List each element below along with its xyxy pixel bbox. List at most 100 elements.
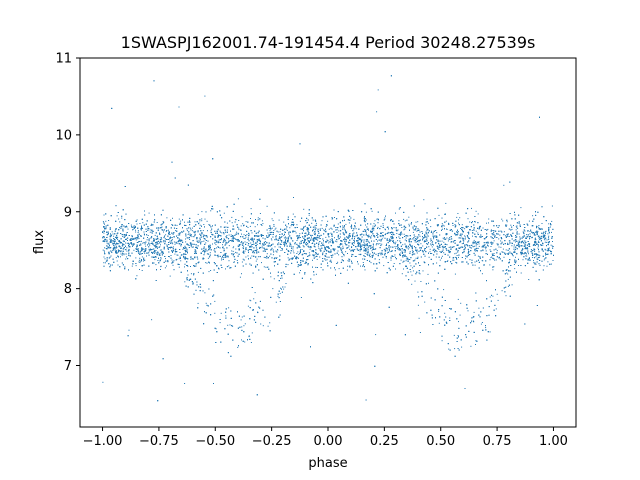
scatter-point — [228, 234, 230, 236]
scatter-point — [148, 212, 150, 214]
scatter-point — [460, 246, 462, 248]
scatter-point — [233, 261, 235, 263]
scatter-point — [127, 228, 129, 230]
scatter-point — [337, 261, 339, 263]
scatter-point — [380, 245, 382, 247]
scatter-point — [111, 231, 113, 233]
scatter-point — [478, 245, 480, 247]
scatter-point — [140, 235, 141, 237]
scatter-point — [199, 219, 201, 220]
scatter-point — [265, 241, 267, 242]
scatter-point — [539, 239, 541, 240]
scatter-point — [140, 249, 142, 251]
scatter-point — [431, 230, 432, 232]
scatter-point — [182, 231, 184, 233]
scatter-point — [436, 251, 438, 253]
scatter-point — [184, 253, 186, 255]
scatter-point — [400, 259, 402, 261]
scatter-point — [206, 262, 208, 264]
scatter-point — [446, 237, 448, 239]
scatter-point — [345, 223, 347, 225]
scatter-point — [134, 227, 136, 229]
scatter-point — [163, 240, 165, 242]
scatter-point — [503, 256, 505, 258]
scatter-point — [187, 265, 188, 266]
scatter-point — [262, 247, 264, 249]
scatter-point — [477, 247, 479, 249]
scatter-point — [500, 246, 502, 248]
scatter-point — [374, 226, 376, 227]
scatter-point — [178, 243, 180, 245]
scatter-point — [253, 298, 255, 300]
scatter-point — [442, 237, 444, 239]
scatter-point — [552, 241, 553, 242]
scatter-point — [419, 273, 421, 275]
scatter-point — [345, 244, 347, 246]
scatter-point — [241, 339, 242, 341]
scatter-point — [446, 229, 448, 230]
scatter-point — [413, 239, 415, 241]
scatter-point — [278, 219, 280, 221]
scatter-point — [498, 246, 500, 248]
scatter-point — [505, 235, 506, 237]
scatter-point — [106, 242, 108, 244]
scatter-point — [341, 240, 343, 242]
scatter-point — [226, 229, 228, 231]
scatter-point — [334, 217, 335, 218]
scatter-point — [469, 221, 471, 223]
scatter-point — [360, 238, 362, 240]
scatter-point — [184, 383, 186, 384]
scatter-point — [475, 230, 477, 232]
scatter-point — [396, 248, 398, 250]
scatter-point — [104, 223, 105, 225]
scatter-point — [299, 243, 301, 245]
scatter-point — [537, 241, 539, 243]
scatter-point — [306, 229, 308, 231]
scatter-point — [394, 246, 396, 248]
scatter-point — [171, 224, 173, 226]
scatter-point — [190, 246, 192, 248]
scatter-point — [214, 250, 216, 252]
scatter-point — [275, 235, 277, 237]
scatter-point — [498, 238, 500, 240]
scatter-point — [416, 252, 418, 254]
scatter-point — [135, 231, 137, 233]
scatter-point — [485, 237, 487, 239]
scatter-point — [359, 243, 361, 245]
scatter-point — [126, 250, 128, 252]
scatter-point — [314, 225, 316, 227]
scatter-point — [178, 258, 180, 260]
scatter-point — [186, 257, 188, 259]
scatter-point — [336, 239, 338, 241]
scatter-point — [382, 225, 384, 227]
scatter-point — [458, 231, 459, 233]
scatter-point — [197, 213, 199, 215]
scatter-point — [247, 255, 249, 257]
scatter-point — [254, 292, 256, 294]
scatter-point — [115, 246, 117, 248]
scatter-point — [370, 248, 371, 250]
scatter-point — [516, 231, 518, 233]
scatter-point — [397, 240, 399, 242]
scatter-point — [437, 241, 439, 243]
scatter-point — [174, 253, 176, 255]
scatter-point — [417, 291, 419, 293]
scatter-point — [273, 230, 275, 231]
scatter-point — [266, 257, 268, 259]
scatter-point — [126, 256, 128, 258]
scatter-point — [131, 243, 133, 245]
scatter-point — [391, 238, 393, 240]
scatter-point — [287, 237, 289, 239]
scatter-point — [290, 244, 292, 246]
scatter-point — [165, 234, 167, 236]
scatter-point — [456, 255, 458, 256]
scatter-point — [184, 266, 185, 268]
scatter-point — [490, 246, 492, 247]
scatter-point — [223, 240, 225, 241]
scatter-point — [477, 213, 479, 215]
scatter-point — [456, 234, 458, 236]
scatter-point — [151, 249, 152, 250]
scatter-point — [259, 243, 261, 245]
scatter-point — [405, 237, 407, 239]
